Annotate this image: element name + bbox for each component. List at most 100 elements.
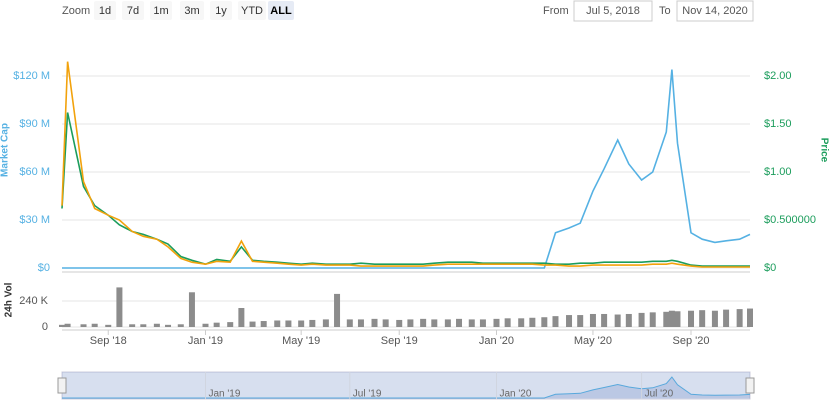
y2-tick-label: $0.500000 bbox=[764, 214, 816, 226]
volume-bar bbox=[249, 321, 256, 327]
volume-bar bbox=[309, 319, 316, 327]
volume-tick-label: 240 K bbox=[19, 295, 48, 307]
volume-bar bbox=[711, 310, 718, 327]
y-tick-label: $0 bbox=[38, 262, 50, 274]
volume-bar bbox=[371, 318, 378, 327]
zoom-button-bg[interactable] bbox=[268, 1, 294, 20]
zoom-button[interactable]: 7d bbox=[122, 1, 144, 20]
volume-bar bbox=[456, 318, 463, 327]
zoom-button-label[interactable]: YTD bbox=[241, 5, 263, 17]
volume-bar bbox=[177, 324, 184, 327]
zoom-button-label[interactable]: 3m bbox=[184, 5, 199, 17]
volume-bar bbox=[468, 319, 475, 327]
zoom-button-label[interactable]: 1m bbox=[153, 5, 168, 17]
volume-bar bbox=[638, 312, 645, 327]
zoom-button[interactable]: 3m bbox=[180, 1, 204, 20]
volume-bar bbox=[688, 310, 695, 327]
volume-bar bbox=[274, 320, 281, 327]
zoom-button-label[interactable]: 1d bbox=[99, 5, 111, 17]
x-tick-label: Sep '20 bbox=[673, 335, 710, 347]
x-tick-label: May '20 bbox=[574, 335, 612, 347]
y-tick-label: $30 M bbox=[19, 214, 50, 226]
volume-bar bbox=[116, 287, 123, 327]
volume-bar bbox=[238, 308, 245, 327]
volume-bar bbox=[723, 309, 730, 327]
volume-bar bbox=[649, 312, 656, 327]
volume-bar bbox=[407, 319, 414, 327]
volume-bar bbox=[444, 319, 451, 327]
volume-bar bbox=[357, 319, 364, 327]
x-tick-label: Sep '19 bbox=[381, 335, 418, 347]
volume-bar bbox=[736, 309, 743, 327]
navigator-handle[interactable] bbox=[745, 377, 755, 394]
navigator-tick-label: Jan '20 bbox=[499, 389, 531, 400]
zoom-button[interactable]: ALL bbox=[268, 1, 294, 20]
navigator-tick-label: Jan '19 bbox=[208, 389, 240, 400]
volume-bar bbox=[518, 318, 525, 327]
y2-tick-label: $2.00 bbox=[764, 70, 792, 82]
navigator-tick-label: Jul '19 bbox=[353, 389, 382, 400]
volume-bar bbox=[699, 310, 706, 327]
navigator-line bbox=[62, 376, 751, 399]
zoom-button-bg[interactable] bbox=[122, 1, 144, 20]
volume-bar bbox=[260, 321, 267, 327]
volume-bar bbox=[566, 315, 573, 327]
volume-bar bbox=[91, 323, 98, 327]
navigator-mask bbox=[62, 372, 750, 399]
volume-bar bbox=[188, 292, 195, 327]
from-input[interactable] bbox=[573, 0, 653, 22]
zoom-button-label[interactable]: ALL bbox=[270, 5, 292, 17]
zoom-button-bg[interactable] bbox=[180, 1, 204, 20]
volume-bar bbox=[577, 315, 584, 327]
volume-bar bbox=[80, 324, 87, 327]
zoom-button[interactable]: YTD bbox=[238, 1, 266, 20]
zoom-button[interactable]: 1d bbox=[94, 1, 116, 20]
x-tick-label: May '19 bbox=[282, 335, 320, 347]
volume-bar bbox=[165, 324, 172, 327]
series-line bbox=[61, 112, 750, 267]
volume-bar bbox=[674, 311, 681, 327]
series-line bbox=[62, 69, 751, 269]
volume-bar bbox=[601, 313, 608, 327]
navigator-area bbox=[62, 377, 750, 398]
y2-axis-title: Price bbox=[818, 138, 829, 163]
volume-bar bbox=[479, 319, 486, 327]
volume-bar bbox=[552, 316, 559, 327]
y-tick-label: $60 M bbox=[19, 166, 50, 178]
zoom-button-bg[interactable] bbox=[210, 1, 232, 20]
zoom-button-bg[interactable] bbox=[238, 1, 266, 20]
volume-bar bbox=[59, 324, 65, 327]
volume-bar bbox=[614, 314, 621, 327]
zoom-button[interactable]: 1m bbox=[150, 1, 172, 20]
volume-bar bbox=[625, 313, 632, 327]
to-value[interactable]: Nov 14, 2020 bbox=[682, 5, 747, 17]
y2-tick-label: $1.50 bbox=[764, 118, 792, 130]
volume-bar bbox=[589, 313, 596, 327]
volume-bar bbox=[105, 324, 112, 327]
volume-bar bbox=[493, 318, 500, 327]
zoom-button-bg[interactable] bbox=[94, 1, 116, 20]
from-value[interactable]: Jul 5, 2018 bbox=[586, 5, 640, 17]
y2-tick-label: $0 bbox=[764, 262, 776, 274]
zoom-button-bg[interactable] bbox=[150, 1, 172, 20]
volume-bar bbox=[140, 324, 147, 327]
volume-bar bbox=[202, 323, 209, 327]
navigator-handle[interactable] bbox=[57, 377, 67, 394]
zoom-button-label[interactable]: 1y bbox=[215, 5, 227, 17]
volume-bar bbox=[529, 317, 536, 327]
volume-axis-title: 24h Vol bbox=[4, 282, 15, 317]
volume-tick-label: 0 bbox=[42, 321, 48, 333]
to-input[interactable] bbox=[676, 0, 754, 22]
volume-bar bbox=[227, 322, 234, 327]
volume-bar bbox=[431, 319, 438, 327]
zoom-button[interactable]: 1y bbox=[210, 1, 232, 20]
volume-bar bbox=[541, 317, 548, 327]
navigator[interactable] bbox=[61, 371, 751, 400]
volume-bar bbox=[129, 324, 136, 327]
volume-bar bbox=[668, 310, 675, 327]
volume-bar bbox=[382, 319, 389, 327]
volume-bar bbox=[213, 322, 220, 327]
zoom-button-label[interactable]: 7d bbox=[127, 5, 139, 17]
y-tick-label: $120 M bbox=[13, 70, 50, 82]
